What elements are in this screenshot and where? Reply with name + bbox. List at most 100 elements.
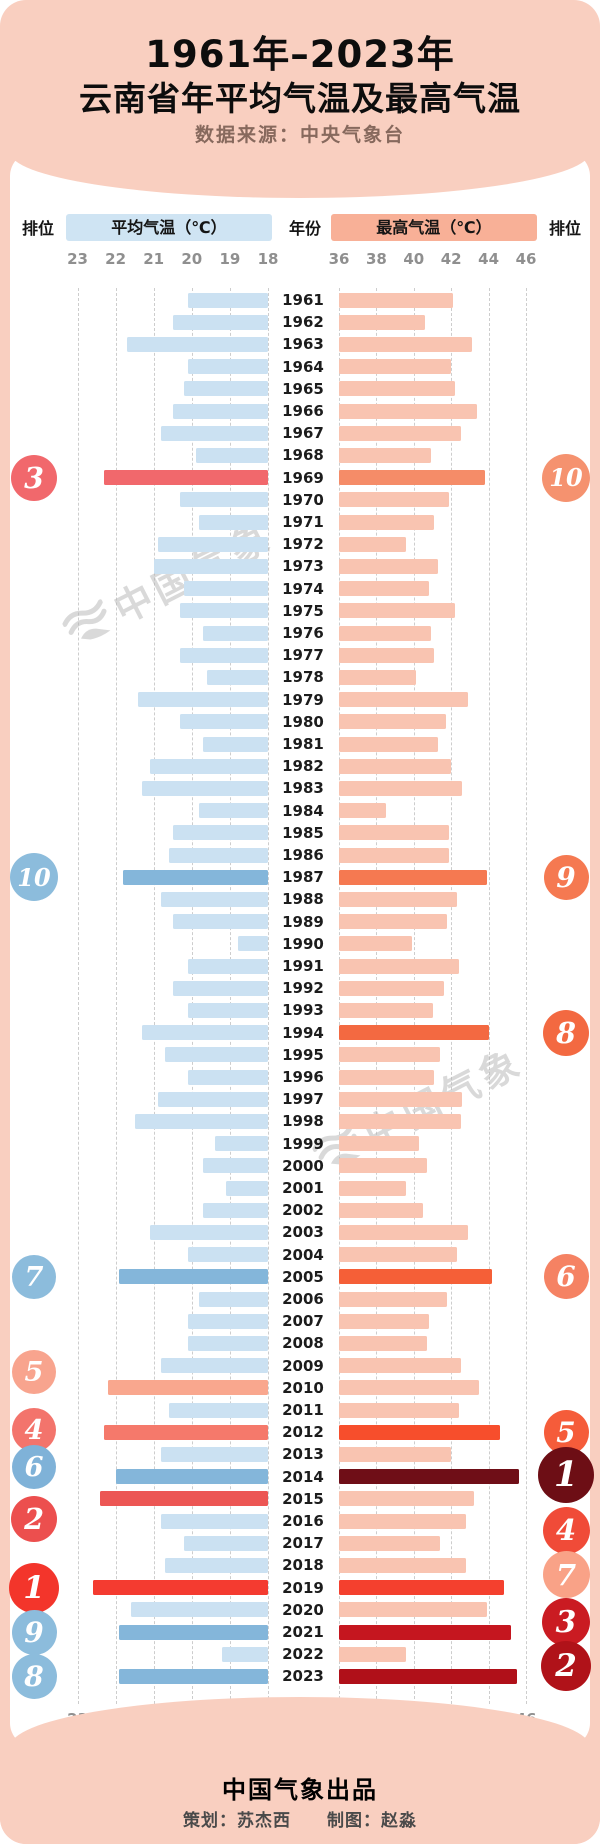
max-bar-2023 xyxy=(339,1668,517,1684)
year-label-2017: 2017 xyxy=(282,1534,324,1553)
year-label-1969: 1969 xyxy=(282,468,324,487)
avg-rank-badge-3: 3 xyxy=(11,454,57,501)
max-bar-1996 xyxy=(339,1069,435,1085)
avg-bar-1987 xyxy=(123,869,268,885)
legend-avg-temp-box: 平均气温（℃） xyxy=(66,214,272,241)
page-title-line1: 1961年–2023年 xyxy=(145,33,455,76)
year-label-1964: 1964 xyxy=(282,357,324,376)
max-bar-2007 xyxy=(339,1313,429,1329)
max-axis-tick-42: 42 xyxy=(440,250,462,268)
max-bar-2006 xyxy=(339,1291,448,1307)
avg-bar-1973 xyxy=(153,558,268,574)
avg-bar-1988 xyxy=(161,891,268,907)
avg-rank-badge-6: 6 xyxy=(12,1444,56,1489)
max-bar-1990 xyxy=(339,936,412,952)
year-label-1971: 1971 xyxy=(282,513,324,531)
max-axis-tick-44: 44 xyxy=(478,250,500,268)
max-bar-1992 xyxy=(339,980,444,996)
max-bar-1994 xyxy=(339,1025,489,1041)
year-label-2011: 2011 xyxy=(282,1401,324,1419)
year-label-1984: 1984 xyxy=(282,801,324,820)
avg-bar-2023 xyxy=(119,1668,268,1684)
year-label-2015: 2015 xyxy=(282,1489,324,1508)
max-bar-1975 xyxy=(339,603,455,619)
year-label-1986: 1986 xyxy=(282,846,324,864)
avg-bar-1991 xyxy=(187,958,268,974)
avg-bar-2010 xyxy=(107,1380,268,1396)
max-rank-badge-2: 2 xyxy=(541,1641,591,1692)
year-label-1989: 1989 xyxy=(282,912,324,931)
year-label-1979: 1979 xyxy=(282,690,324,709)
year-label-1970: 1970 xyxy=(282,490,324,509)
avg-bar-1969 xyxy=(104,470,268,486)
year-label-1977: 1977 xyxy=(282,646,324,665)
max-bar-2012 xyxy=(339,1424,500,1440)
avg-gridline-21 xyxy=(153,288,155,1704)
year-label-2013: 2013 xyxy=(282,1445,324,1464)
max-gridline-46 xyxy=(526,288,527,1704)
max-bar-1978 xyxy=(339,669,416,685)
max-bar-1964 xyxy=(339,359,452,375)
avg-bar-2019 xyxy=(92,1580,268,1596)
max-bar-1965 xyxy=(339,381,455,397)
year-label-2009: 2009 xyxy=(282,1356,324,1375)
year-label-1983: 1983 xyxy=(282,779,324,798)
max-rank-badge-6: 6 xyxy=(543,1254,589,1300)
max-rank-badge-3: 3 xyxy=(542,1598,590,1646)
avg-bar-2001 xyxy=(226,1180,268,1196)
year-label-1994: 1994 xyxy=(282,1023,324,1042)
avg-bar-2008 xyxy=(187,1335,268,1351)
avg-gridline-19 xyxy=(229,288,231,1704)
avg-rank-badge-5: 5 xyxy=(12,1349,56,1394)
year-label-2005: 2005 xyxy=(282,1267,324,1286)
year-label-1998: 1998 xyxy=(282,1112,324,1131)
avg-gridline-22 xyxy=(115,288,117,1704)
avg-bar-2009 xyxy=(161,1358,268,1374)
avg-bar-1984 xyxy=(199,803,268,819)
avg-axis-tick-20: 20 xyxy=(181,250,203,268)
avg-bar-1994 xyxy=(142,1025,268,1041)
year-label-1974: 1974 xyxy=(282,579,324,598)
max-bar-1997 xyxy=(339,1091,463,1107)
max-rank-badge-1: 1 xyxy=(538,1446,594,1503)
avg-bar-1990 xyxy=(237,936,268,952)
year-label-1996: 1996 xyxy=(282,1068,324,1086)
max-bar-2015 xyxy=(339,1491,474,1507)
max-bar-1966 xyxy=(339,403,478,419)
avg-bar-1980 xyxy=(180,714,268,730)
avg-gridline-20 xyxy=(191,288,193,1704)
avg-bar-1964 xyxy=(187,359,268,375)
year-label-1975: 1975 xyxy=(282,601,324,620)
year-label-1999: 1999 xyxy=(282,1134,324,1153)
page-title-line2: 云南省年平均气温及最高气温 xyxy=(79,79,521,118)
max-bar-1991 xyxy=(339,958,459,974)
max-bar-1971 xyxy=(339,514,435,530)
year-label-2007: 2007 xyxy=(282,1312,324,1331)
avg-bar-1970 xyxy=(180,492,268,508)
max-bar-1995 xyxy=(339,1047,440,1063)
max-bar-1984 xyxy=(339,803,386,819)
max-bar-1983 xyxy=(339,780,463,796)
max-bar-1986 xyxy=(339,847,450,863)
avg-axis-tick-19: 19 xyxy=(219,250,241,268)
year-label-1995: 1995 xyxy=(282,1045,324,1064)
max-bar-2005 xyxy=(339,1269,493,1285)
max-rank-badge-10: 10 xyxy=(542,453,590,502)
max-axis-tick-36: 36 xyxy=(328,250,350,268)
max-bar-2018 xyxy=(339,1557,467,1573)
max-bar-1962 xyxy=(339,314,426,330)
year-label-1982: 1982 xyxy=(282,757,324,776)
avg-bar-2016 xyxy=(161,1513,268,1529)
avg-bar-1963 xyxy=(127,336,268,352)
max-gridline-44 xyxy=(488,288,490,1704)
avg-bar-2007 xyxy=(187,1313,268,1329)
avg-bar-2021 xyxy=(119,1624,268,1640)
max-bar-1968 xyxy=(339,447,431,463)
year-label-2010: 2010 xyxy=(282,1378,324,1397)
max-gridline-42 xyxy=(451,288,453,1704)
year-label-1967: 1967 xyxy=(282,424,324,443)
avg-bar-1979 xyxy=(138,692,268,708)
producer-brand: 中国气象出品 xyxy=(222,1776,378,1804)
avg-bar-1961 xyxy=(187,292,268,308)
